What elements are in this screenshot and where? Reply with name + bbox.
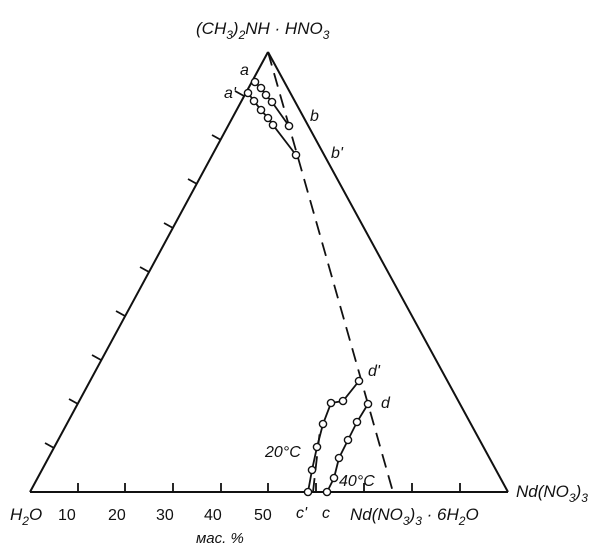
- vertex-right-label: Nd(NO3)3: [516, 482, 588, 505]
- data-point: [312, 442, 322, 452]
- bottom-ticks: [77, 483, 461, 492]
- data-point: [303, 487, 313, 497]
- data-point: [261, 90, 271, 100]
- point-label-d-prime: d': [368, 363, 381, 380]
- left-tick: [187, 178, 198, 185]
- data-point: [338, 396, 348, 406]
- tick-label-40: 40: [204, 507, 222, 524]
- hydrate-label: Nd(NO3)3 · 6H2O: [350, 505, 479, 528]
- left-tick: [44, 442, 55, 449]
- points-a-b: [250, 77, 294, 131]
- temperature-label-40c: 40°C: [339, 473, 375, 490]
- left-tick: [234, 90, 245, 97]
- data-point: [284, 121, 294, 131]
- data-point: [250, 77, 260, 87]
- unit-label: мас. %: [196, 530, 244, 547]
- tick-label-50: 50: [254, 507, 272, 524]
- data-point: [256, 105, 266, 115]
- temperature-label-20c: 20°C: [264, 444, 301, 461]
- tick-label-30: 30: [156, 507, 174, 524]
- data-point: [249, 96, 259, 106]
- data-point: [307, 465, 317, 475]
- data-point: [343, 435, 353, 445]
- point-label-c-prime: c': [296, 505, 308, 522]
- data-point: [243, 88, 253, 98]
- data-point: [256, 83, 266, 93]
- left-tick: [139, 266, 150, 273]
- points-a-prime-b-prime: [243, 88, 301, 160]
- data-point: [322, 487, 332, 497]
- point-label-a-prime: a': [224, 85, 237, 102]
- left-tick: [115, 310, 126, 317]
- data-point: [363, 399, 373, 409]
- data-point: [326, 398, 336, 408]
- left-tick: [163, 222, 174, 229]
- point-label-a: a: [240, 62, 249, 79]
- point-label-d: d: [381, 395, 391, 412]
- point-label-b-prime: b': [331, 145, 344, 162]
- left-tick: [91, 354, 102, 361]
- tick-label-10: 10: [58, 507, 76, 524]
- left-ticks: [44, 90, 245, 449]
- points-20c: [303, 376, 364, 497]
- points-40c: [322, 399, 373, 497]
- data-point: [334, 453, 344, 463]
- data-point: [263, 113, 273, 123]
- data-point: [352, 417, 362, 427]
- data-point: [354, 376, 364, 386]
- tick-label-20: 20: [108, 507, 126, 524]
- vertex-top-label: (CH3)2NH · HNO3: [196, 19, 330, 42]
- data-point: [267, 97, 277, 107]
- dashed-line-hydrate: [267, 51, 394, 493]
- data-point: [268, 120, 278, 130]
- data-point: [329, 473, 339, 483]
- point-label-c: c: [322, 505, 330, 522]
- right-edge: [267, 51, 509, 493]
- vertex-left-label: H2O: [10, 505, 42, 528]
- left-tick: [68, 398, 79, 405]
- left-tick: [211, 134, 222, 141]
- point-label-b: b: [310, 108, 319, 125]
- data-point: [291, 150, 301, 160]
- data-point: [318, 419, 328, 429]
